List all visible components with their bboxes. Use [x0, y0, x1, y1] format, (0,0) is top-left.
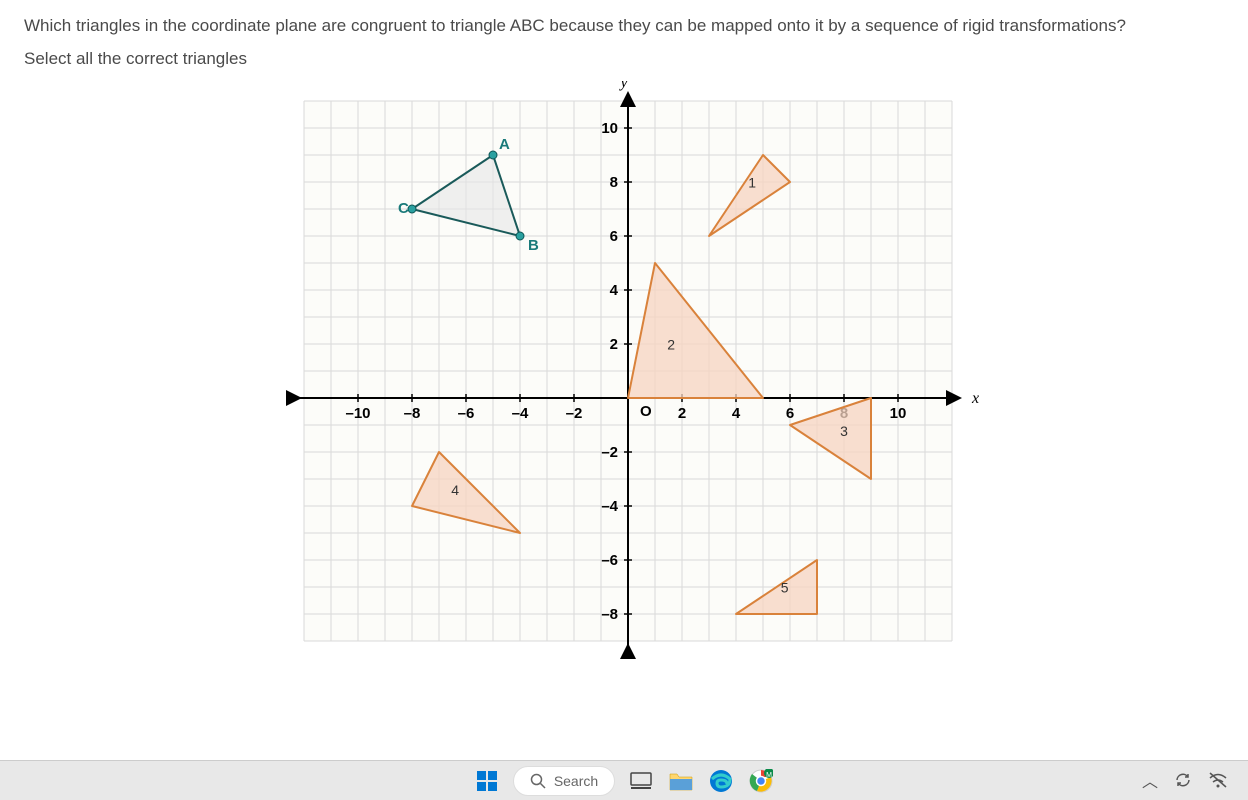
windows-taskbar: Search M ︿ — [0, 760, 1248, 800]
svg-text:–4: –4 — [512, 405, 529, 422]
file-explorer-icon[interactable] — [667, 767, 695, 795]
svg-text:A: A — [499, 136, 510, 153]
search-placeholder-text: Search — [554, 773, 598, 789]
svg-text:10: 10 — [601, 120, 618, 137]
svg-text:3: 3 — [840, 423, 848, 439]
svg-text:6: 6 — [786, 405, 794, 422]
chrome-icon[interactable]: M — [747, 767, 775, 795]
svg-text:4: 4 — [451, 482, 459, 498]
svg-text:8: 8 — [610, 174, 618, 191]
search-icon — [530, 773, 546, 789]
svg-text:C: C — [398, 200, 409, 217]
question-text: Which triangles in the coordinate plane … — [24, 12, 1224, 41]
svg-text:4: 4 — [610, 282, 619, 299]
svg-text:10: 10 — [890, 405, 907, 422]
svg-text:x: x — [971, 390, 979, 407]
no-wifi-icon[interactable] — [1208, 771, 1228, 789]
question-instruction: Select all the correct triangles — [24, 49, 1224, 69]
task-view-icon[interactable] — [627, 767, 655, 795]
svg-text:–8: –8 — [601, 606, 618, 623]
svg-text:4: 4 — [732, 405, 741, 422]
svg-text:2: 2 — [667, 336, 675, 352]
start-icon[interactable] — [473, 767, 501, 795]
svg-text:–10: –10 — [345, 405, 370, 422]
svg-text:2: 2 — [610, 336, 618, 353]
question-panel: Which triangles in the coordinate plane … — [0, 0, 1248, 760]
coordinate-graph[interactable]: –10–8–6–4–2246810–8–6–4–2246810Oxy12345A… — [284, 81, 1224, 666]
svg-text:B: B — [528, 237, 539, 254]
svg-text:2: 2 — [678, 405, 686, 422]
edge-icon[interactable] — [707, 767, 735, 795]
svg-text:–2: –2 — [601, 444, 618, 461]
svg-text:–6: –6 — [458, 405, 475, 422]
svg-text:1: 1 — [748, 174, 756, 190]
svg-text:–8: –8 — [404, 405, 421, 422]
taskbar-search[interactable]: Search — [513, 766, 615, 796]
svg-text:–2: –2 — [566, 405, 583, 422]
system-tray[interactable]: ︿ — [1142, 768, 1228, 792]
svg-text:O: O — [640, 403, 652, 420]
svg-text:y: y — [618, 81, 628, 91]
svg-text:5: 5 — [781, 579, 789, 595]
chevron-up-icon[interactable]: ︿ — [1142, 768, 1158, 792]
svg-text:–4: –4 — [601, 498, 618, 515]
svg-text:–6: –6 — [601, 552, 618, 569]
sync-icon[interactable] — [1174, 771, 1192, 789]
svg-text:6: 6 — [610, 228, 618, 245]
svg-text:M: M — [766, 772, 772, 779]
